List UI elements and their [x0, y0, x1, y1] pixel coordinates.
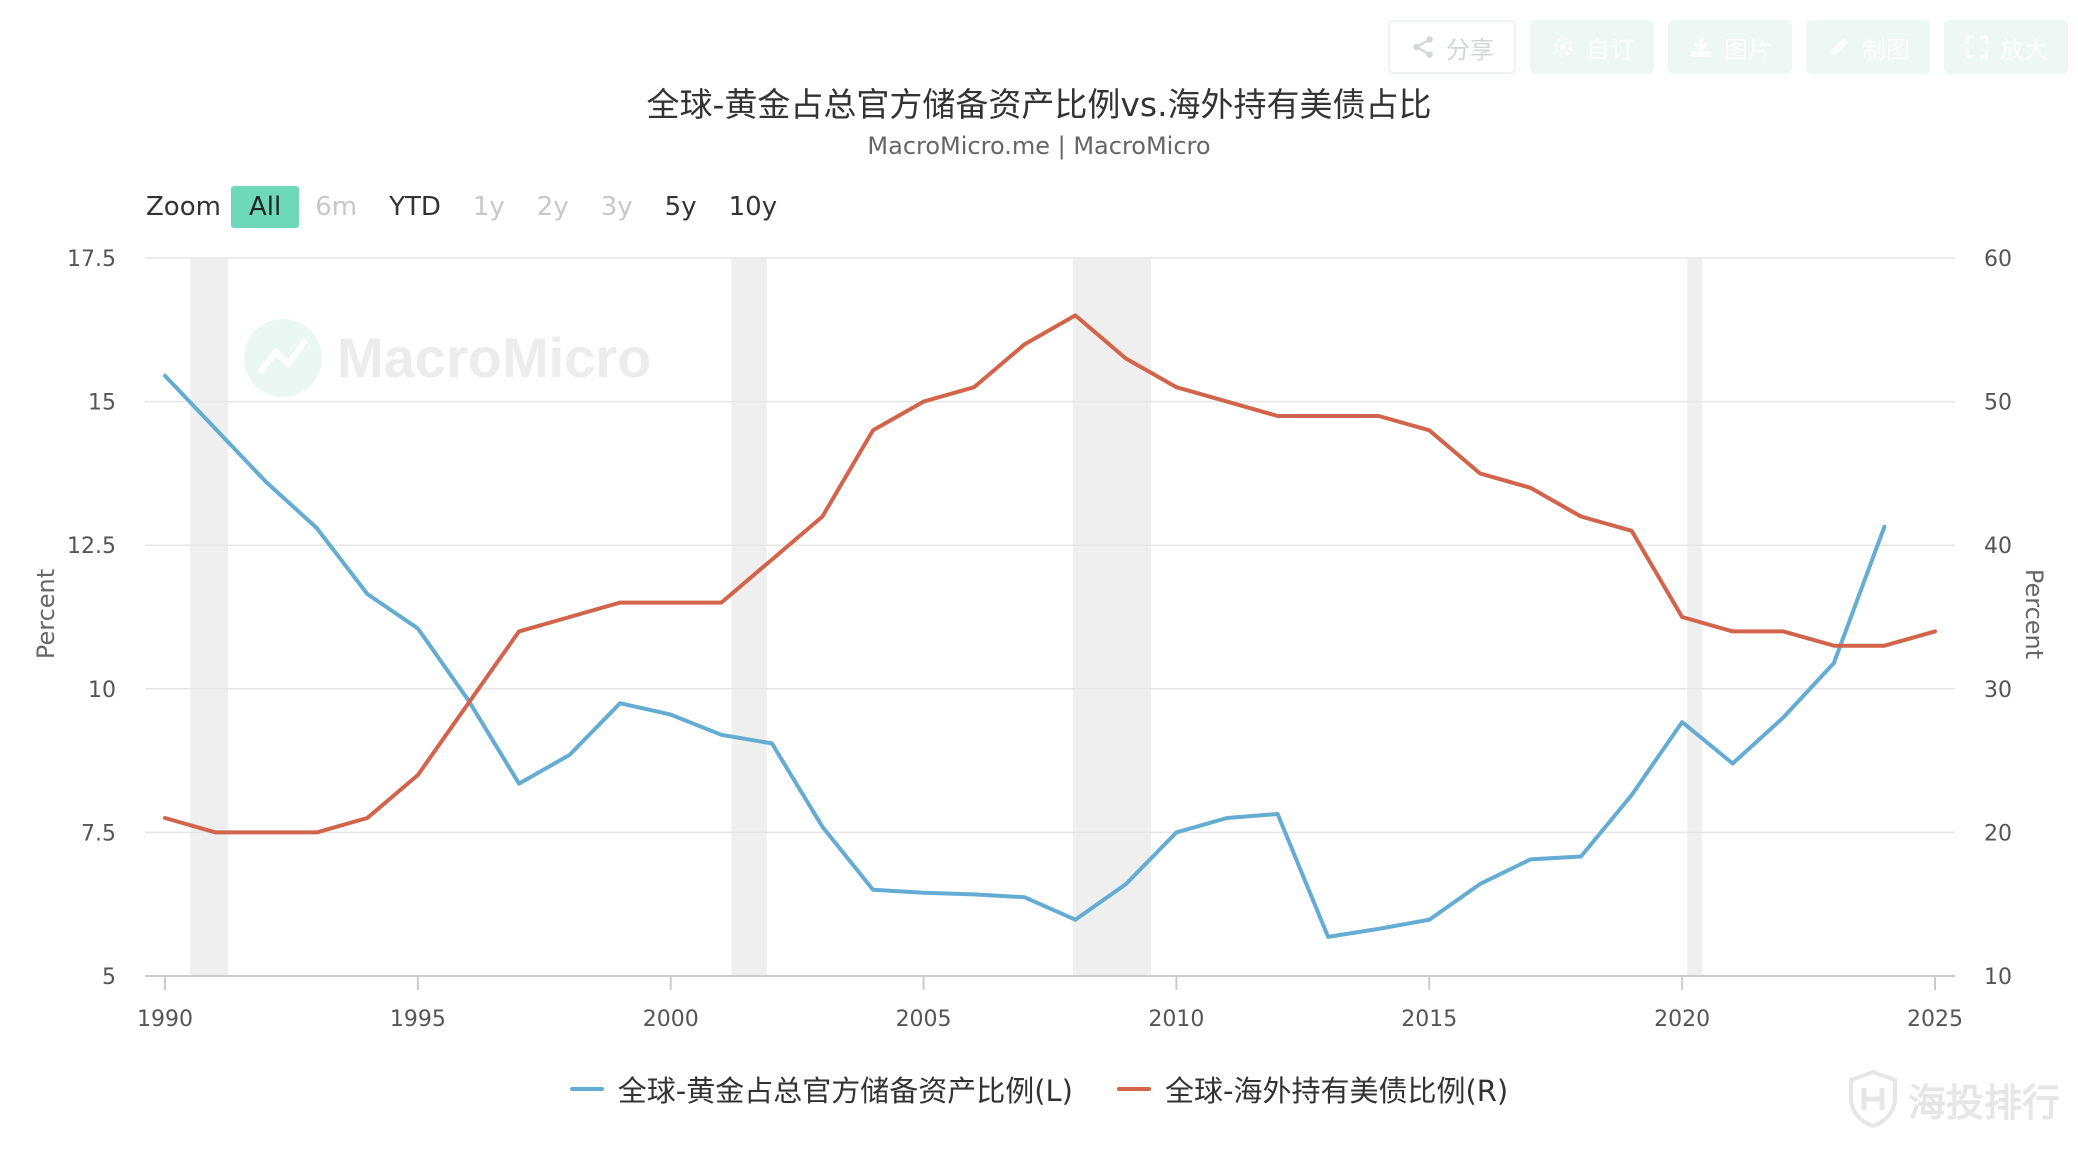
share-button[interactable]: 分享: [1388, 20, 1516, 74]
recession-bands: [190, 258, 1703, 976]
zoom-5y-button[interactable]: 5y: [664, 192, 697, 222]
left-tick-label-1: 7.5: [81, 821, 116, 846]
legend-label-gold: 全球-黄金占总官方储备资产比例(L): [617, 1074, 1073, 1108]
legend-swatch-treasury: [1117, 1087, 1151, 1091]
x-tick-label-7: 2025: [1907, 1007, 1963, 1032]
chart-title: 全球-黄金占总官方储备资产比例vs.海外持有美债占比: [646, 85, 1432, 124]
gear-icon: [1553, 37, 1573, 57]
zoom-label: Zoom: [146, 192, 221, 222]
left-axis-title: Percent: [32, 569, 60, 659]
download-icon: [1691, 37, 1711, 57]
recession-band-1: [731, 258, 767, 976]
legend-item-gold[interactable]: 全球-黄金占总官方储备资产比例(L): [569, 1068, 1073, 1110]
series-line-treasury[interactable]: [163, 313, 1937, 835]
watermark: MacroMicro: [244, 319, 651, 397]
image-label: 图片: [1724, 35, 1772, 64]
zoom-2y-button: 2y: [536, 192, 569, 222]
right-tick-label-0: 10: [1984, 965, 2012, 990]
right-tick-label-3: 40: [1984, 534, 2012, 559]
zoom-controls: Zoom All 6m YTD 1y 2y 3y 5y 10y: [146, 186, 793, 228]
x-tick-label-3: 2005: [896, 1007, 952, 1032]
left-tick-label-5: 17.5: [67, 247, 116, 272]
draw-button[interactable]: 制图: [1806, 20, 1930, 74]
x-tick-label-2: 2000: [643, 1007, 699, 1032]
zoom-1y-button: 1y: [472, 192, 505, 222]
zoom-ytd-button[interactable]: YTD: [389, 192, 441, 222]
customize-button[interactable]: 自订: [1530, 20, 1654, 74]
recession-band-0: [190, 258, 229, 976]
x-tick-label-6: 2020: [1654, 1007, 1710, 1032]
share-label: 分享: [1446, 35, 1494, 64]
right-tick-label-1: 20: [1984, 821, 2012, 846]
logo-chart-mark: [257, 338, 309, 374]
axes: 1990 1995 2000 2005 2010 2015 2020 202557.51012…: [67, 247, 2012, 1032]
series-lines: [163, 313, 1937, 939]
share-icon: [1413, 36, 1433, 58]
left-tick-label-4: 15: [88, 391, 116, 416]
x-tick-label-0: 1990: [137, 1007, 193, 1032]
chart-legend: 全球-黄金占总官方储备资产比例(L) 全球-海外持有美债比例(R): [0, 1068, 2078, 1110]
series-line-gold[interactable]: [163, 373, 1887, 939]
legend-label-treasury: 全球-海外持有美债比例(R): [1165, 1074, 1509, 1108]
x-tick-label-4: 2010: [1148, 1007, 1204, 1032]
enlarge-label: 放大: [2000, 35, 2048, 64]
recession-band-3: [1687, 258, 1703, 976]
shield-icon: [1848, 1070, 1897, 1128]
enlarge-button[interactable]: 放大: [1944, 20, 2068, 74]
left-tick-label-3: 12.5: [67, 534, 116, 559]
zoom-6m-button: 6m: [315, 192, 358, 222]
recession-band-2: [1072, 258, 1152, 976]
customize-label: 自订: [1586, 35, 1634, 64]
right-tick-label-5: 60: [1984, 247, 2012, 272]
zoom-10y-button[interactable]: 10y: [728, 192, 778, 222]
left-tick-label-0: 5: [102, 965, 116, 990]
x-tick-label-5: 2015: [1401, 1007, 1457, 1032]
legend-item-treasury[interactable]: 全球-海外持有美债比例(R): [1117, 1068, 1508, 1110]
brand-watermark: 海投排行: [1848, 1070, 2060, 1128]
chart-toolbar: 分享 自订 图片 制图 放大: [1388, 20, 2068, 74]
pencil-icon: [1830, 38, 1848, 56]
zoom-all-button[interactable]: All: [230, 186, 300, 228]
zoom-3y-button: 3y: [600, 192, 633, 222]
right-tick-label-2: 30: [1984, 678, 2012, 703]
image-download-button[interactable]: 图片: [1668, 20, 1792, 74]
x-tick-label-1: 1995: [390, 1007, 446, 1032]
brand-text: 海投排行: [1907, 1080, 2060, 1125]
draw-label: 制图: [1862, 35, 1910, 64]
watermark-text: MacroMicro: [337, 326, 651, 389]
left-tick-label-2: 10: [88, 678, 116, 703]
right-axis-title: Percent: [2020, 569, 2048, 659]
chart-subtitle: MacroMicro.me | MacroMicro: [867, 132, 1211, 160]
right-tick-label-4: 50: [1984, 391, 2012, 416]
expand-icon: [1965, 35, 1989, 59]
legend-swatch-gold: [569, 1087, 604, 1091]
